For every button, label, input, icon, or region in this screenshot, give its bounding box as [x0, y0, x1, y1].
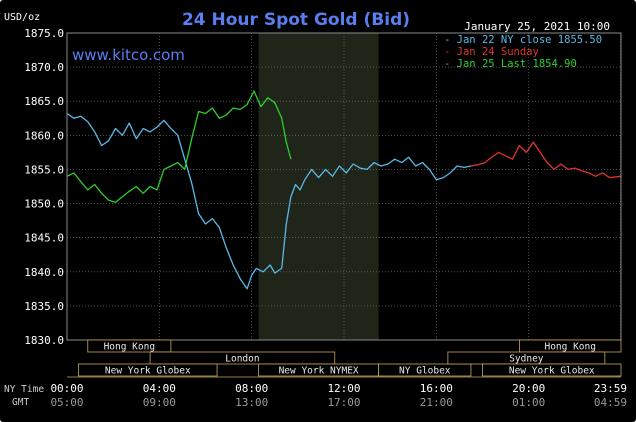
- y-tick-label: 1875.0: [24, 27, 64, 40]
- x-tick-label-ny: 00:00: [50, 382, 83, 395]
- y-axis-label: USD/oz: [4, 12, 40, 23]
- legend-dash: -: [444, 58, 457, 70]
- legend-entry-jan22: - Jan 22 NY close 1855.50: [444, 34, 602, 46]
- market-session-label: New York Globex: [509, 366, 595, 377]
- legend-series-name: Jan 22 NY close 1855.50: [457, 34, 602, 46]
- legend-entry-jan24: - Jan 24 Sunday: [444, 46, 539, 58]
- y-tick-label: 1865.0: [24, 95, 64, 108]
- gmt-label: GMT: [12, 397, 29, 408]
- shaded-trading-period: [258, 33, 379, 340]
- market-session-label: New York Globex: [105, 366, 191, 377]
- market-session-label: Hong Kong: [544, 342, 595, 353]
- x-tick-label-gmt: 17:00: [327, 396, 360, 409]
- y-tick-label: 1850.0: [24, 198, 64, 211]
- market-session-label: London: [225, 354, 259, 365]
- chart-title: 24 Hour Spot Gold (Bid): [182, 10, 410, 30]
- series-lines: [66, 90, 621, 290]
- market-session-bar: [87, 339, 172, 353]
- series-line-1: [470, 141, 621, 179]
- legend-dash: -: [444, 46, 457, 58]
- x-tick-label-ny: 23:59: [594, 382, 627, 395]
- x-tick-label-ny: 04:00: [143, 382, 176, 395]
- x-tick-label-gmt: 04:59: [594, 396, 627, 409]
- chart-date-label: January 25, 2021 10:00: [464, 20, 610, 33]
- legend-entry-jan25: - Jan 25 Last 1854.90: [444, 58, 577, 70]
- y-tick-label: 1835.0: [24, 300, 64, 313]
- x-tick-label-gmt: 21:00: [420, 396, 453, 409]
- ny-time-label: NY Time: [4, 384, 44, 395]
- x-tick-label-gmt: 13:00: [235, 396, 268, 409]
- nymex-session-shade: [258, 33, 379, 340]
- market-session-label: New York NYMEX: [279, 366, 359, 377]
- website-label: www.kitco.com: [72, 46, 185, 64]
- market-session-bar: [482, 363, 622, 377]
- market-sessions: Hong Kong London New York Globex New York N…: [67, 339, 622, 378]
- y-tick-labels: 1875.0 1870.0 1865.0 1860.0 1855.0 1850.0 1845…: [24, 27, 64, 347]
- x-tick-label-gmt: 01:00: [512, 396, 545, 409]
- x-tick-label-gmt: 09:00: [143, 396, 176, 409]
- y-tick-label: 1870.0: [24, 61, 64, 74]
- series-line-2: [66, 90, 292, 203]
- market-session-label: Hong Kong: [104, 342, 155, 353]
- market-session-bar: [149, 351, 336, 365]
- legend-dash: -: [444, 34, 457, 46]
- y-tick-label: 1840.0: [24, 266, 64, 279]
- market-session-label: NY Globex: [399, 366, 451, 377]
- y-tick-label: 1830.0: [24, 334, 64, 347]
- market-session-label: Sydney: [509, 354, 544, 365]
- y-tick-label: 1845.0: [24, 232, 64, 245]
- x-tick-label-ny: 16:00: [420, 382, 453, 395]
- x-tick-label-ny: 20:00: [512, 382, 545, 395]
- series-line-0: [66, 112, 472, 290]
- x-tick-label-ny: 12:00: [327, 382, 360, 395]
- market-session-bar: [378, 363, 472, 377]
- legend-series-name: Jan 25 Last 1854.90: [457, 58, 577, 70]
- market-session-bar: [78, 363, 218, 377]
- legend-series-name: Jan 24 Sunday: [457, 46, 539, 58]
- y-tick-label: 1860.0: [24, 129, 64, 142]
- x-tick-label-gmt: 05:00: [50, 396, 83, 409]
- legend: - Jan 22 NY close 1855.50 - Jan 24 Sunda…: [444, 34, 602, 70]
- plot-border: [66, 32, 622, 341]
- x-tick-label-ny: 08:00: [235, 382, 268, 395]
- y-tick-label: 1855.0: [24, 163, 64, 176]
